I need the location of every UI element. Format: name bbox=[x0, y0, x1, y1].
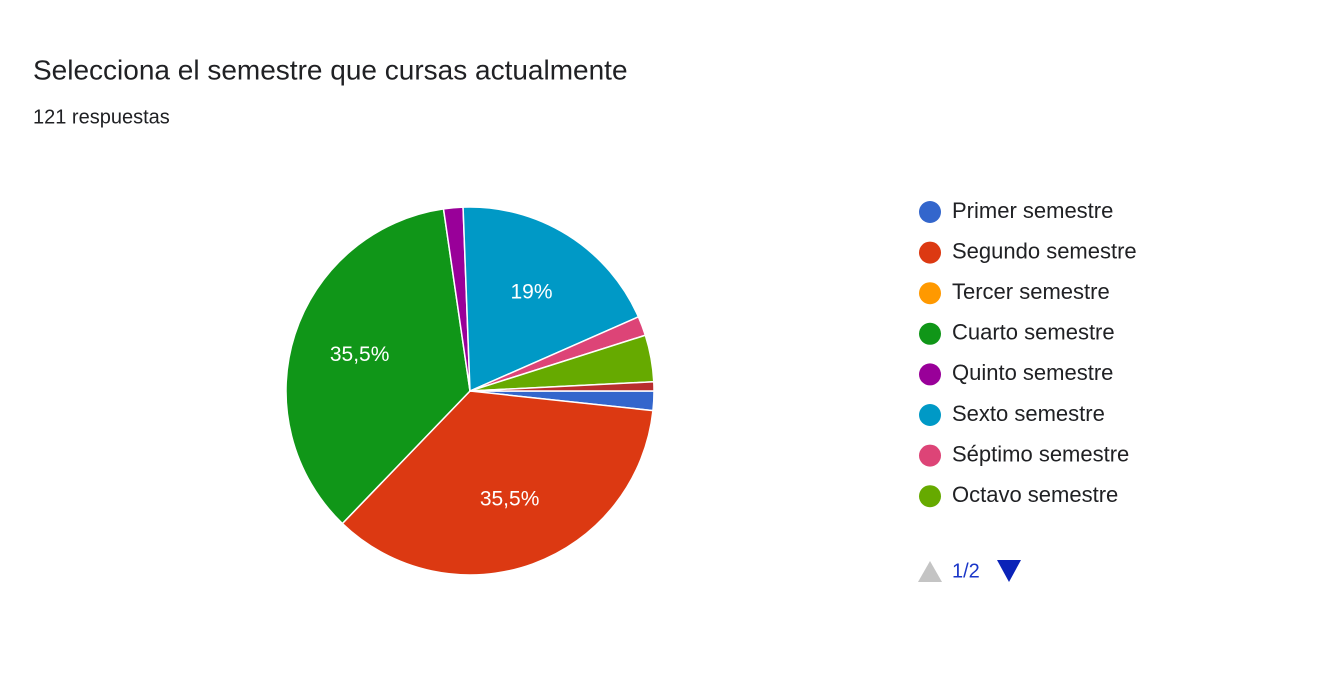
legend-label: Primer semestre bbox=[952, 198, 1113, 223]
legend-swatch bbox=[919, 282, 941, 305]
pie-slice bbox=[341, 390, 654, 576]
slice-label: 35,5% bbox=[330, 343, 390, 366]
legend-label: Segundo semestre bbox=[952, 238, 1137, 263]
legend-next[interactable] bbox=[997, 560, 1021, 582]
legend-page: 1/2 bbox=[952, 560, 980, 582]
legend-label: Sexto semestre bbox=[952, 401, 1105, 426]
legend-label: Octavo semestre bbox=[952, 482, 1118, 507]
legend-label: Quinto semestre bbox=[952, 360, 1113, 385]
legend-swatch bbox=[919, 201, 941, 223]
pie-slice bbox=[285, 208, 471, 525]
legend-swatch bbox=[919, 485, 941, 508]
legend-swatch bbox=[919, 444, 941, 467]
legend-label: Séptimo semestre bbox=[952, 441, 1129, 466]
legend-label: Cuarto semestre bbox=[952, 320, 1115, 345]
slice-label: 35,5% bbox=[480, 487, 540, 510]
slice-label: 19% bbox=[510, 280, 552, 303]
legend-swatch bbox=[919, 322, 941, 345]
pie-slice bbox=[469, 380, 655, 392]
legend: Primer semestre Segundo semestre Tercer se… bbox=[919, 198, 1137, 508]
legend-label: Tercer semestre bbox=[952, 279, 1110, 304]
legend-prev[interactable] bbox=[918, 561, 942, 582]
chart-subtitle: 121 respuestas bbox=[33, 106, 170, 128]
legend-swatch bbox=[919, 363, 941, 386]
legend-swatch bbox=[919, 241, 941, 264]
chart-title: Selecciona el semestre que cursas actual… bbox=[33, 54, 628, 85]
legend-swatch bbox=[919, 404, 941, 426]
pie-slice bbox=[462, 206, 640, 393]
pie: 35,5% 35,5% 19% bbox=[285, 206, 655, 576]
